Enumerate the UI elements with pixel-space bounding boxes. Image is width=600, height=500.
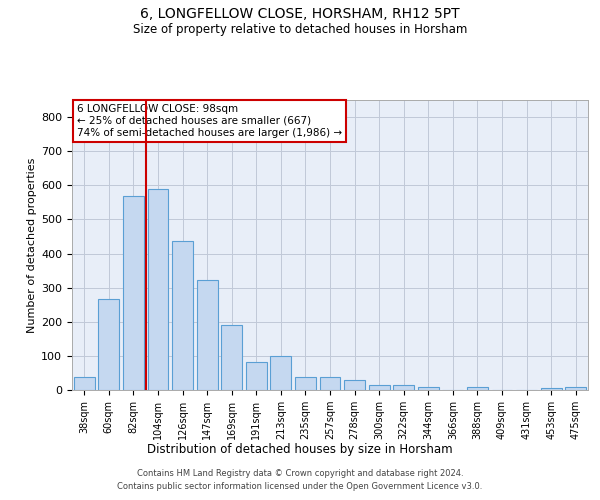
Bar bbox=[271, 356, 292, 390]
Bar bbox=[295, 378, 316, 390]
Bar bbox=[221, 325, 242, 390]
Text: Contains HM Land Registry data © Crown copyright and database right 2024.: Contains HM Land Registry data © Crown c… bbox=[137, 468, 463, 477]
Bar bbox=[541, 388, 562, 390]
Bar bbox=[418, 386, 439, 390]
Bar bbox=[565, 388, 586, 390]
Y-axis label: Number of detached properties: Number of detached properties bbox=[27, 158, 37, 332]
Bar bbox=[246, 362, 267, 390]
Bar bbox=[172, 241, 193, 390]
Bar bbox=[393, 385, 414, 390]
Bar bbox=[123, 196, 144, 390]
Bar bbox=[320, 378, 340, 390]
Text: 6, LONGFELLOW CLOSE, HORSHAM, RH12 5PT: 6, LONGFELLOW CLOSE, HORSHAM, RH12 5PT bbox=[140, 8, 460, 22]
Text: 6 LONGFELLOW CLOSE: 98sqm
← 25% of detached houses are smaller (667)
74% of semi: 6 LONGFELLOW CLOSE: 98sqm ← 25% of detac… bbox=[77, 104, 342, 138]
Text: Size of property relative to detached houses in Horsham: Size of property relative to detached ho… bbox=[133, 22, 467, 36]
Bar bbox=[148, 188, 169, 390]
Bar bbox=[344, 380, 365, 390]
Text: Distribution of detached houses by size in Horsham: Distribution of detached houses by size … bbox=[147, 442, 453, 456]
Bar bbox=[368, 385, 389, 390]
Text: Contains public sector information licensed under the Open Government Licence v3: Contains public sector information licen… bbox=[118, 482, 482, 491]
Bar bbox=[98, 299, 119, 390]
Bar bbox=[197, 280, 218, 390]
Bar bbox=[74, 377, 95, 390]
Bar bbox=[467, 388, 488, 390]
